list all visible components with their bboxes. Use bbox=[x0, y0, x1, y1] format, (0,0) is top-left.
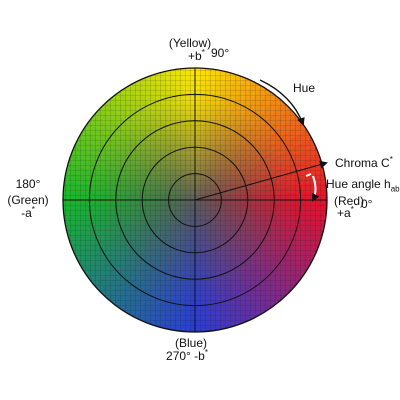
angle-0-label: 0° bbox=[361, 197, 373, 211]
hue-angle-arc bbox=[312, 175, 320, 202]
chroma-label: Chroma C* bbox=[335, 155, 393, 170]
green-label: (Green) bbox=[7, 193, 49, 207]
green-axis-label: -a* bbox=[21, 205, 35, 220]
hue-angle-label: Hue angle hab bbox=[326, 177, 400, 194]
red-label: (Red) bbox=[334, 194, 365, 208]
red-axis-label: +a* bbox=[337, 205, 354, 220]
angle-180-label: 180° bbox=[15, 177, 41, 191]
hue-label: Hue bbox=[293, 81, 316, 95]
hue-angle-arc-start bbox=[305, 173, 312, 177]
chroma-vector-arrow bbox=[194, 160, 328, 201]
yellow-label: (Yellow) bbox=[168, 36, 212, 50]
yellow-axis-label: +b* bbox=[188, 48, 205, 63]
hue-arc-arrow bbox=[259, 79, 305, 126]
blue-label: (Blue) bbox=[174, 336, 208, 350]
angle-90-label: 90° bbox=[211, 46, 230, 60]
angle-270-blue-axis-label: 270° -b* bbox=[166, 348, 208, 363]
